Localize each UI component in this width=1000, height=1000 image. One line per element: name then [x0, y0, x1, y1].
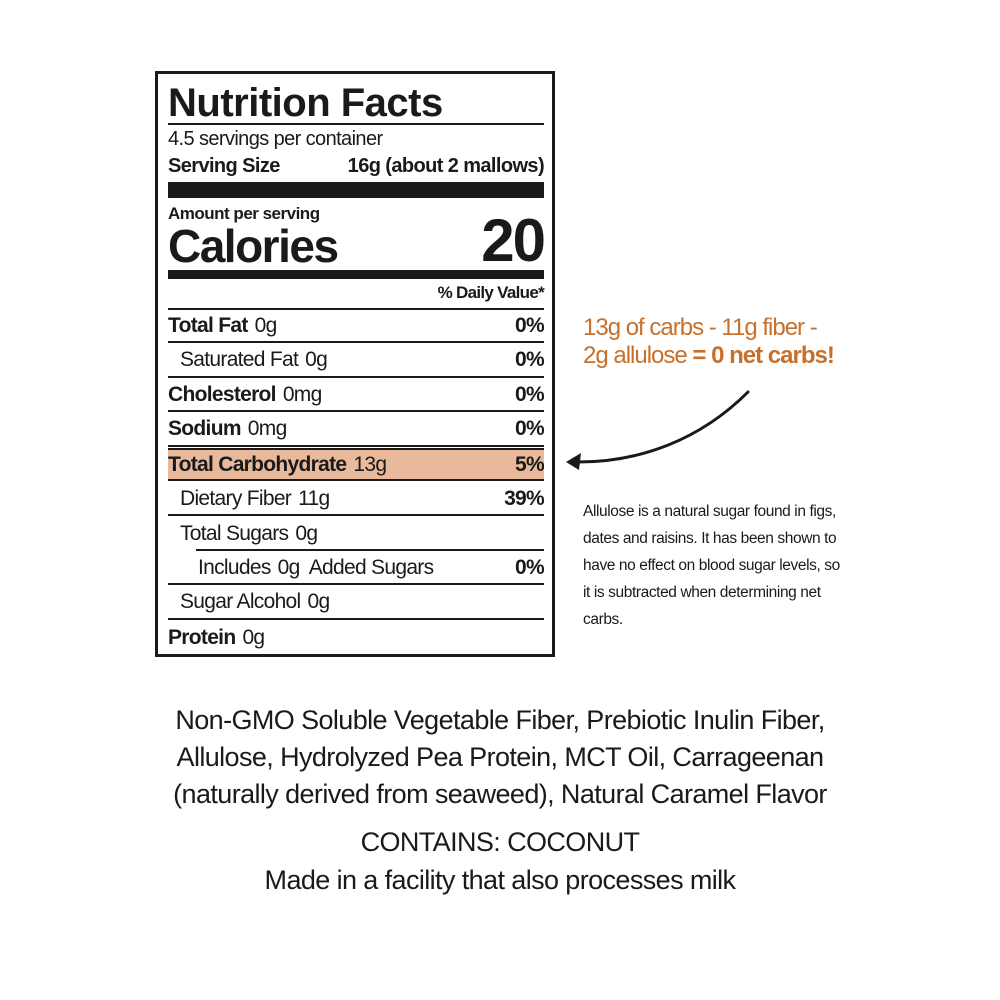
- nutrient-daily-value: 0%: [515, 417, 545, 441]
- nutrient-daily-value: 5%: [515, 452, 545, 476]
- daily-value-header: % Daily Value*: [168, 277, 545, 310]
- nutrient-daily-value: 0%: [515, 382, 545, 406]
- nutrient-label: Saturated Fat 0g: [168, 348, 328, 372]
- nutrient-row: Total Sugars 0g: [168, 518, 544, 551]
- nutrient-label: Dietary Fiber 11g: [168, 487, 330, 511]
- calories-label: Calories: [168, 220, 339, 272]
- nutrient-name: Sugar Alcohol: [180, 590, 301, 614]
- nutrient-amount: 0g Added Sugars: [277, 555, 434, 579]
- callout-net-carbs: = 0 net carbs!: [692, 342, 834, 369]
- amount-per-serving: Amount per serving: [168, 204, 320, 223]
- nutrient-label: Total Fat 0g: [168, 314, 277, 338]
- serving-size: Serving Size 16g (about 2 mallows): [168, 154, 545, 178]
- nutrient-name: Saturated Fat: [180, 348, 299, 372]
- ingredients: Non-GMO Soluble Vegetable Fiber, Prebiot…: [100, 702, 900, 813]
- nutrient-label: Protein 0g: [168, 625, 265, 650]
- calories-row: Calories 20: [168, 207, 546, 274]
- nutrient-label: Sodium 0mg: [168, 417, 287, 441]
- ingredients-line: Allulose, Hydrolyzed Pea Protein, MCT Oi…: [176, 742, 825, 772]
- nutrient-row: Protein 0g: [168, 621, 544, 654]
- nutrient-amount: 0g: [295, 522, 318, 546]
- serving-size-value: 16g (about 2 mallows): [347, 155, 545, 177]
- ingredients-line: Non-GMO Soluble Vegetable Fiber, Prebiot…: [175, 705, 825, 735]
- nutrient-amount: 0g: [242, 625, 265, 649]
- daily-value-header-text: % Daily Value*: [437, 282, 545, 302]
- ingredients-line: (naturally derived from seaweed), Natura…: [173, 779, 827, 809]
- nutrient-row: Sodium 0mg 0%: [168, 414, 545, 447]
- nutrient-row: Dietary Fiber 11g 39%: [168, 483, 545, 516]
- nutrient-amount: 0mg: [247, 417, 287, 441]
- nutrient-row: Includes 0g Added Sugars 0%: [168, 552, 545, 586]
- thick-divider: [168, 182, 544, 198]
- nutrient-label: Total Sugars 0g: [168, 522, 318, 546]
- nutrient-daily-value: 0%: [515, 348, 545, 372]
- nutrient-amount: 0g: [305, 348, 328, 372]
- nutrient-row: Total Fat 0g 0%: [168, 310, 545, 343]
- nutrient-row: Saturated Fat 0g 0%: [168, 345, 545, 378]
- nutrient-amount: 0g: [254, 313, 278, 337]
- label-title: Nutrition Facts: [168, 81, 443, 125]
- nutrient-name: Dietary Fiber: [180, 486, 292, 510]
- nutrient-label: Total Carbohydrate 13g: [168, 452, 387, 477]
- nutrient-row: Cholesterol 0mg 0%: [168, 379, 545, 413]
- nutrient-name: Includes: [198, 555, 271, 579]
- nutrient-name: Total Sugars: [180, 522, 289, 546]
- nutrient-amount: 13g: [353, 452, 387, 476]
- nutrient-daily-value: 0%: [515, 555, 545, 579]
- nutrient-name: Total Fat: [168, 313, 248, 337]
- callout-line1: 13g of carbs - 11g fiber -: [583, 314, 818, 341]
- nutrient-amount: 11g: [298, 486, 330, 510]
- facility-statement: Made in a facility that also processes m…: [264, 865, 737, 895]
- nutrient-amount: 0mg: [282, 382, 322, 406]
- nutrient-name: Protein: [168, 625, 236, 649]
- nutrient-daily-value: 39%: [504, 486, 545, 510]
- divider: [168, 123, 544, 125]
- servings-per-container: 4.5 servings per container: [168, 128, 383, 150]
- allergen-contains: CONTAINS: COCONUT: [360, 827, 640, 857]
- nutrient-name: Total Carbohydrate: [168, 452, 347, 476]
- net-carbs-callout: 13g of carbs - 11g fiber - 2g allulose =…: [583, 314, 835, 370]
- serving-size-label: Serving Size: [168, 155, 280, 177]
- nutrient-name: Cholesterol: [168, 382, 277, 406]
- nutrient-row: Total Carbohydrate 13g 5%: [168, 448, 545, 482]
- nutrient-label: Cholesterol 0mg: [168, 383, 322, 407]
- nutrient-label: Sugar Alcohol 0g: [168, 590, 331, 614]
- nutrition-facts-label: Nutrition Facts 4.5 servings per contain…: [155, 71, 555, 657]
- nutrient-row: Sugar Alcohol 0g: [168, 587, 544, 620]
- medium-divider: [168, 270, 544, 279]
- nutrient-daily-value: 0%: [515, 313, 545, 337]
- nutrient-amount: 0g: [307, 590, 331, 614]
- callout-line2: 2g allulose: [583, 342, 693, 369]
- nutrient-name: Sodium: [168, 417, 241, 441]
- nutrient-label: Includes 0g Added Sugars: [168, 555, 434, 580]
- calories-value: 20: [481, 207, 546, 274]
- allulose-note: Allulose is a natural sugar found in fig…: [583, 503, 840, 628]
